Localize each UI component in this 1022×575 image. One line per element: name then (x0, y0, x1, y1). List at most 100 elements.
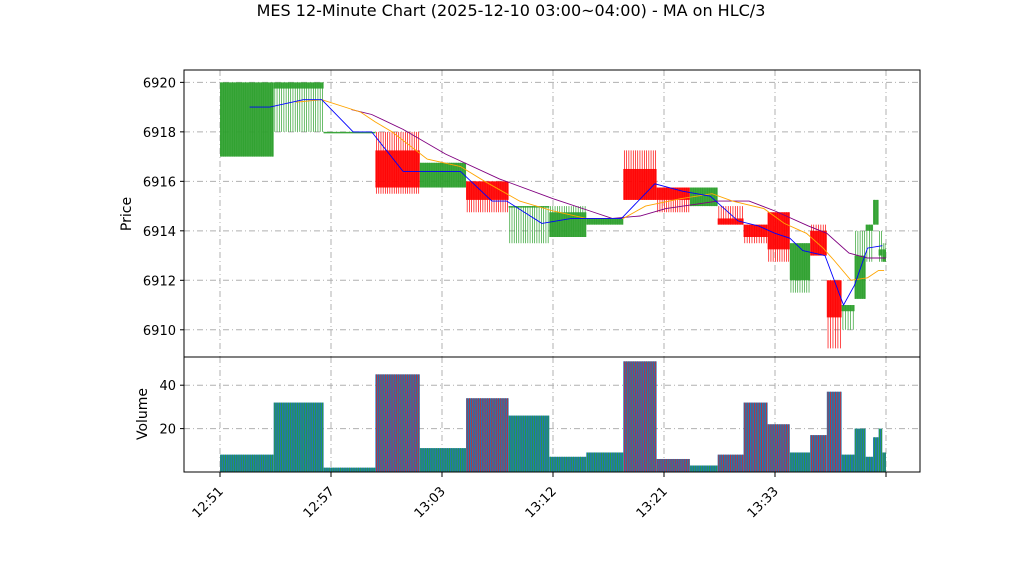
candle-up (865, 224, 874, 262)
volume-axes-frame (183, 356, 921, 473)
volume-bar (865, 456, 874, 472)
candle-body (549, 212, 587, 238)
volume-axis-label: Volume (135, 388, 151, 440)
candle-down (826, 280, 842, 349)
chart-title: MES 12-Minute Chart (2025-12-10 03:00~04… (256, 1, 766, 20)
volume-bar-fill (508, 415, 550, 472)
candle-body (865, 224, 874, 231)
ma-mid-line (295, 99, 885, 281)
time-tick-label: 12:57 (301, 484, 338, 521)
candle-body (375, 150, 420, 188)
candle-body (273, 82, 324, 89)
volume-bar (586, 452, 624, 472)
volume-bar (508, 415, 550, 472)
volume-bar-fill (873, 437, 879, 472)
volume-bar (273, 402, 324, 472)
volume-bar-fill (743, 402, 768, 472)
candle-down (717, 206, 744, 225)
price-tick-label: 6916 (143, 175, 176, 190)
volume-bar (375, 374, 420, 472)
volume-bar (854, 428, 866, 472)
volume-tick-label: 20 (159, 423, 176, 438)
candle-body (419, 162, 467, 188)
volume-bar (689, 465, 718, 472)
volume-bar-fill (586, 452, 624, 472)
price-tick-label: 6910 (143, 324, 176, 339)
candle-up (873, 199, 879, 225)
candle-body (841, 305, 855, 312)
candle-down (810, 224, 827, 256)
time-tick-label: 13:33 (745, 484, 782, 521)
price-tick-label: 6914 (143, 225, 176, 240)
volume-bar (878, 428, 883, 472)
time-tick-label: 12:51 (190, 484, 227, 521)
candle-down (466, 181, 509, 213)
candles (220, 82, 886, 349)
volume-tick-label: 40 (159, 379, 176, 394)
candle-body (878, 249, 883, 256)
candle-up (882, 243, 886, 262)
candle-up (789, 243, 811, 293)
volume-bar (841, 454, 855, 472)
volume-bar (466, 398, 509, 472)
candle-body (854, 255, 866, 299)
candle-up (854, 230, 866, 299)
candle-body (586, 218, 624, 225)
candle-body (220, 82, 274, 157)
candle-body (717, 218, 744, 225)
candle-body (789, 243, 811, 281)
candle-down (623, 150, 657, 200)
time-tick-label: 13:12 (523, 484, 560, 521)
volume-bar (767, 424, 790, 472)
volume-bar (549, 456, 587, 472)
price-axis-label: Price (119, 197, 135, 231)
volume-bar (882, 452, 886, 472)
candle-body (323, 131, 376, 134)
candle-body (623, 168, 657, 200)
volume-bar (323, 467, 376, 472)
volume-bar-fill (549, 456, 587, 472)
volume-bar-fill (826, 391, 842, 472)
volume-bars (220, 361, 886, 472)
candle-body (767, 212, 790, 250)
ma-long-line (351, 109, 886, 259)
volume-bar-fill (882, 452, 886, 472)
price-tick-label: 6918 (143, 126, 176, 141)
moving-average-lines (249, 99, 886, 307)
time-tick-label: 13:21 (634, 484, 671, 521)
price-tick-label: 6912 (143, 274, 176, 289)
volume-bar (810, 435, 827, 472)
volume-bar (419, 448, 467, 472)
candle-down (743, 224, 768, 244)
candle-body (873, 199, 879, 225)
price-tick-label: 6920 (143, 76, 176, 91)
candle-up (586, 218, 624, 225)
volume-bar (717, 454, 744, 472)
candle-up (220, 82, 274, 157)
price-tick-labels: 6910 6912 6914 6916 6918 6920 (143, 76, 184, 339)
volume-bar (623, 361, 657, 472)
volume-bar (743, 402, 768, 472)
volume-bar-fill (220, 454, 274, 472)
volume-bar-fill (273, 402, 324, 472)
volume-bar (220, 454, 274, 472)
candle-body (689, 187, 718, 207)
candle-body (508, 206, 550, 208)
candle-body (743, 224, 768, 238)
candle-down (375, 131, 420, 194)
time-tick-label: 13:03 (412, 484, 449, 521)
time-tick-labels: 12:51 12:57 13:03 13:12 13:21 13:33 (190, 472, 887, 521)
candle-up (419, 162, 467, 188)
volume-bar (873, 437, 879, 472)
candle-body (882, 249, 886, 262)
candle-up (323, 131, 376, 134)
candle-up (549, 206, 587, 238)
volume-bar (826, 391, 842, 472)
candle-body (466, 181, 509, 200)
volume-bar (789, 452, 811, 472)
candle-body (826, 280, 842, 318)
candle-up (841, 305, 855, 330)
candle-up (508, 206, 550, 244)
volume-bar-fill (878, 428, 883, 472)
